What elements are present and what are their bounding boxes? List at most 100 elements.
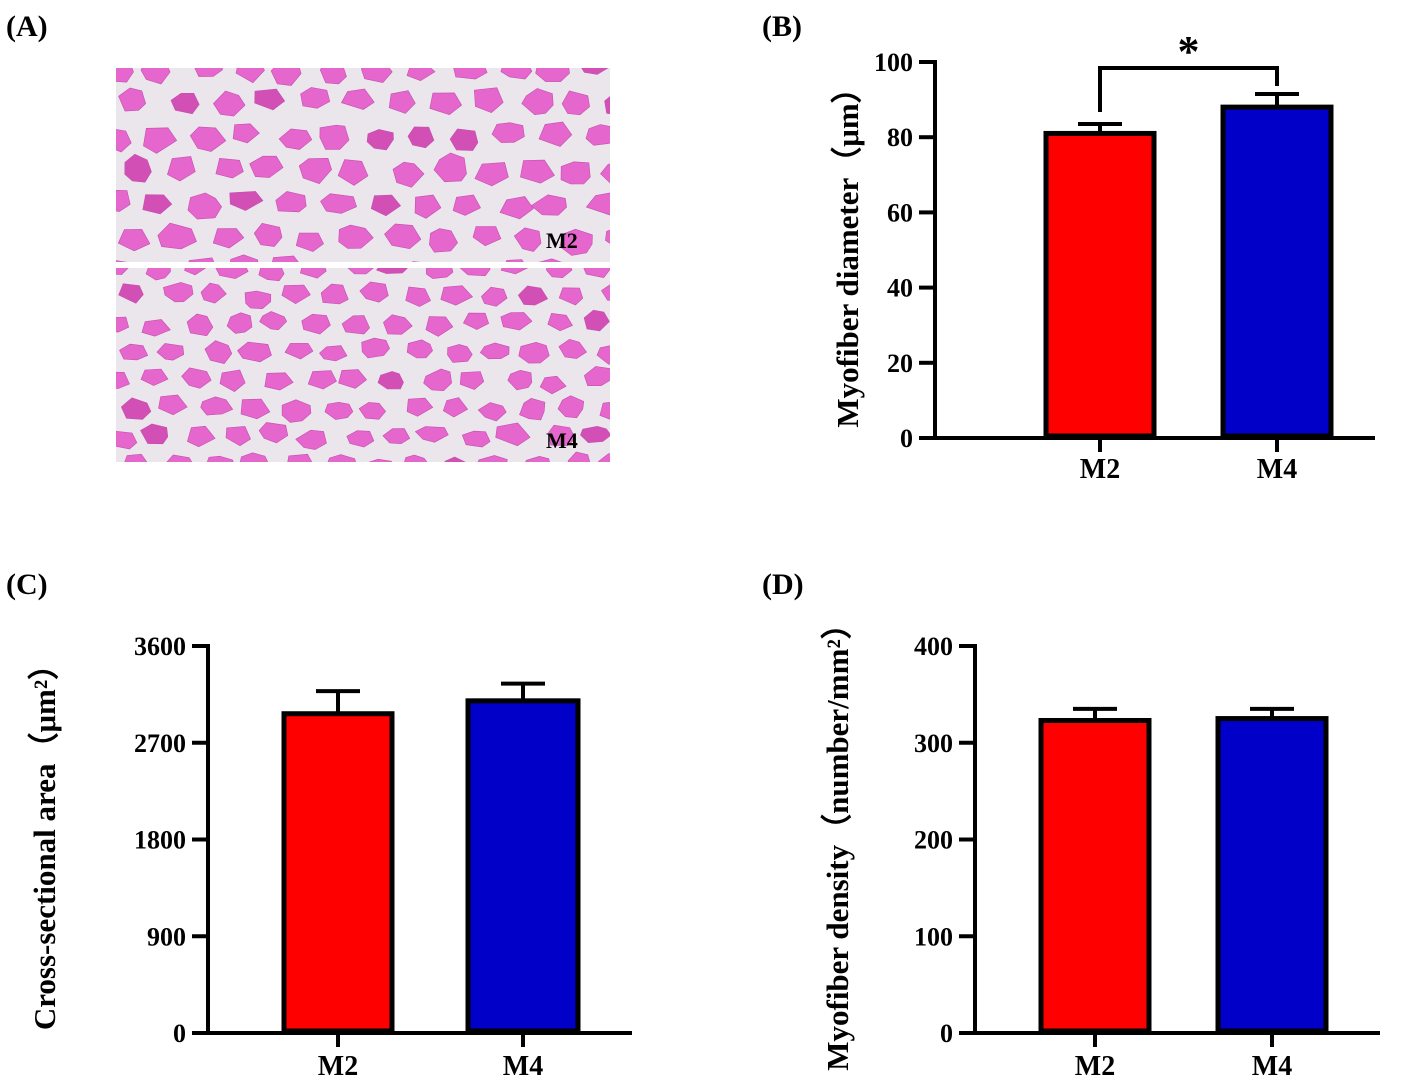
muscle-fiber (170, 93, 200, 115)
muscle-fiber (298, 157, 332, 185)
muscle-fiber (539, 375, 567, 395)
muscle-fiber (633, 264, 662, 284)
muscle-fiber (412, 261, 421, 262)
muscle-fiber (300, 87, 331, 109)
y-axis-title: Cross-sectional area（μm²） (27, 649, 62, 1030)
muscle-fiber (525, 455, 550, 462)
muscle-fiber (284, 343, 314, 360)
muscle-fiber (163, 282, 194, 303)
muscle-fiber (119, 343, 149, 361)
muscle-fiber (383, 314, 413, 335)
muscle-fiber (444, 456, 466, 462)
muscle-fiber (585, 192, 610, 216)
muscle-fiber (646, 281, 677, 305)
muscle-fiber (452, 194, 481, 216)
chart-cross-sectional-area: 0 900 1800 2700 3600 M2 M4 Cross-sectional area… (27, 632, 632, 1082)
muscle-fiber (449, 128, 479, 151)
bar-m2 (281, 711, 395, 1034)
muscle-fiber (500, 312, 533, 331)
micrograph-bottom-fibers (116, 268, 677, 462)
muscle-fiber (341, 315, 370, 335)
muscle-fiber (319, 345, 348, 362)
muscle-fiber (181, 367, 212, 389)
muscle-fiber (249, 155, 284, 178)
panel-label-a: (A) (6, 10, 48, 43)
muscle-fiber (653, 228, 686, 248)
muscle-fiber (495, 422, 531, 447)
muscle-fiber (479, 342, 510, 360)
x-tick-label-m2: M2 (1080, 454, 1120, 485)
muscle-fiber (166, 454, 193, 462)
muscle-fiber (547, 312, 573, 332)
muscle-fiber (433, 152, 467, 183)
muscle-fiber (627, 424, 652, 446)
muscle-fiber (477, 402, 507, 422)
muscle-fiber (239, 452, 269, 462)
bar-m2 (1038, 717, 1152, 1034)
muscle-fiber (116, 260, 128, 262)
muscle-fiber (295, 429, 327, 450)
y-axis-title: Myofiber diameter（μm） (830, 72, 865, 427)
muscle-fiber (327, 454, 356, 462)
muscle-fiber (583, 366, 610, 387)
y-tick-label: 0 (940, 1019, 953, 1048)
muscle-fiber (275, 191, 307, 213)
muscle-fiber (253, 222, 283, 247)
muscle-fiber (499, 196, 534, 220)
muscle-fiber (447, 344, 473, 363)
muscle-fiber (167, 156, 196, 182)
muscle-fiber (382, 428, 411, 445)
muscle-fiber (535, 68, 570, 83)
muscle-fiber (558, 287, 584, 306)
muscle-fiber (605, 229, 610, 244)
muscle-fiber (507, 369, 533, 391)
bar-m4 (1220, 104, 1334, 439)
muscle-fiber (337, 159, 369, 186)
muscle-fiber (278, 128, 313, 150)
muscle-fiber (338, 369, 368, 389)
muscle-fiber (481, 286, 508, 307)
muscle-fiber (272, 255, 299, 262)
x-tick-label-m4: M4 (1252, 1051, 1292, 1082)
muscle-fiber (240, 398, 271, 420)
muscle-fiber (414, 426, 449, 443)
muscle-fiber (226, 312, 253, 334)
muscle-fiber (117, 229, 151, 252)
muscle-fiber (581, 68, 609, 75)
muscle-fiber (460, 268, 491, 277)
muscle-fiber (459, 371, 485, 390)
muscle-fiber (388, 90, 416, 114)
muscle-fiber (530, 194, 567, 216)
muscle-fiber (215, 157, 244, 179)
muscle-fiber (287, 453, 313, 462)
muscle-fiber (557, 395, 585, 419)
muscle-fiber (404, 454, 428, 462)
muscle-fiber (141, 319, 171, 337)
muscle-fiber (156, 343, 185, 361)
muscle-fiber (258, 268, 285, 282)
muscle-fiber (140, 68, 171, 85)
muscle-fiber (546, 268, 573, 279)
muscle-fiber (212, 228, 245, 249)
muscle-fiber (281, 284, 311, 305)
muscle-fiber (599, 401, 610, 420)
muscle-fiber (500, 268, 529, 275)
y-tick-label: 3600 (134, 632, 186, 661)
muscle-fiber (116, 431, 138, 450)
muscle-fiber (235, 68, 265, 84)
muscle-fiber (620, 373, 654, 390)
muscle-fiber (361, 337, 390, 359)
muscle-fiber (425, 316, 454, 337)
y-tick-label: 2700 (134, 729, 186, 758)
muscle-fiber (505, 259, 524, 262)
muscle-fiber (232, 123, 260, 144)
y-tick-label: 1800 (134, 826, 186, 855)
muscle-fiber (477, 455, 508, 462)
muscle-fiber (407, 126, 435, 149)
muscle-fiber (229, 254, 259, 262)
muscle-fiber (124, 453, 148, 462)
muscle-fiber (229, 191, 264, 211)
muscle-fiber (213, 90, 246, 117)
muscle-fiber (517, 285, 549, 306)
